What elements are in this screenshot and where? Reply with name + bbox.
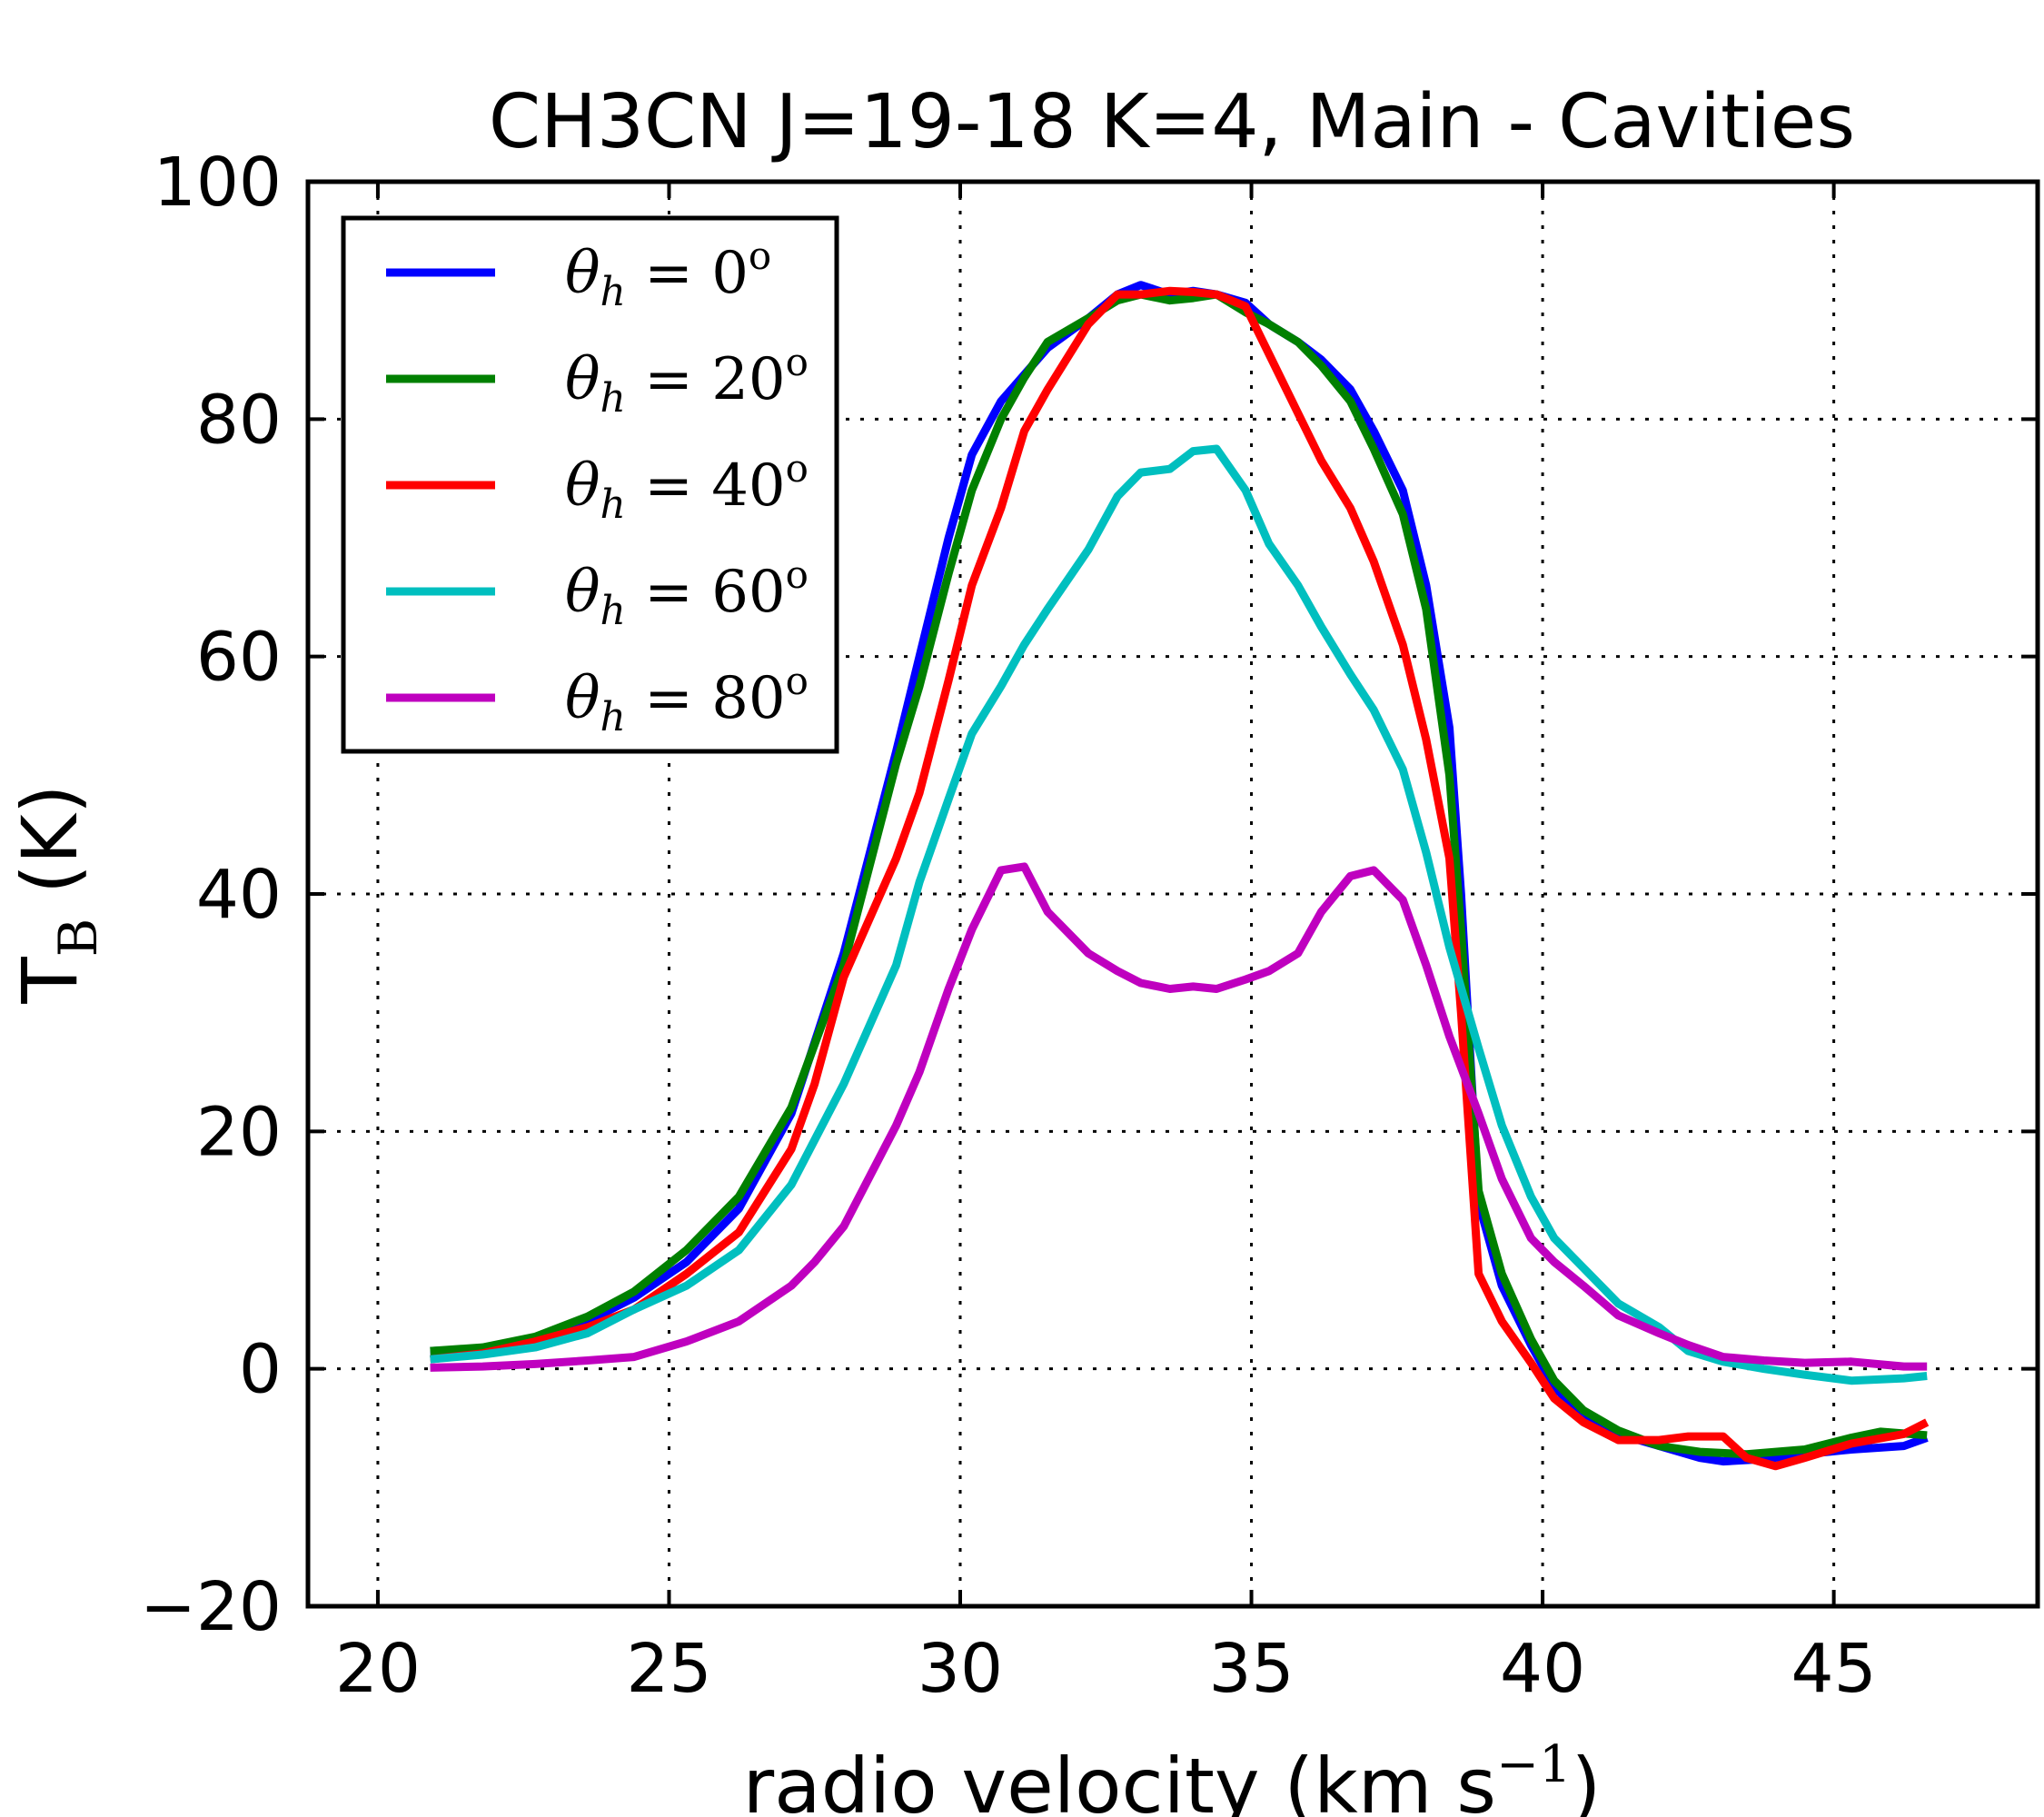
legend-label-part: 0 [711, 240, 749, 307]
series-line-4 [430, 862, 1928, 1372]
y-tick-label: 20 [196, 1093, 282, 1171]
legend-label-part: θ [565, 665, 600, 732]
legend-label-part: θ [565, 452, 600, 520]
x-tick-label: 25 [626, 1630, 711, 1708]
legend-label-part: h [600, 482, 626, 528]
y-tick-label: 80 [196, 381, 282, 459]
legend-label-part: = [626, 452, 711, 520]
legend-label-part: = [626, 665, 711, 732]
legend-label-part: o [786, 659, 809, 703]
x-tick-label: 35 [1208, 1630, 1294, 1708]
tick-labels: 20 25 30 35 40 45 −20 0 20 40 60 80 100 [140, 144, 1877, 1708]
chart-title: CH3CN J=19-18 K=4, Main - Cavities [489, 79, 1855, 165]
legend-label-part: 80 [711, 665, 785, 732]
y-tick-label: 40 [196, 856, 282, 934]
y-tick-label: 100 [154, 144, 282, 222]
legend-label-part: = [626, 559, 711, 626]
legend-label: θh = 0o [565, 233, 771, 315]
x-tick-label: 20 [335, 1630, 421, 1708]
y-axis-label: TB (K) [5, 784, 109, 1004]
legend-label-part: = [626, 240, 711, 307]
legend-label-part: o [786, 552, 809, 597]
y-tick-label: −20 [140, 1568, 282, 1646]
legend-label-part: θ [565, 346, 600, 413]
legend-label-part: θ [565, 240, 600, 307]
x-axis-label-end: ) [1572, 1742, 1602, 1817]
legend-label-part: = [626, 346, 711, 413]
legend-label-part: h [600, 375, 626, 422]
x-tick-label: 45 [1791, 1630, 1877, 1708]
legend-label: θh = 80o [565, 659, 809, 740]
y-tick-label: 60 [196, 619, 282, 697]
legend-label-part: 20 [711, 346, 785, 413]
legend-label-part: h [600, 588, 626, 634]
x-tick-label: 40 [1500, 1630, 1585, 1708]
y-axis-label-end: (K) [5, 784, 94, 918]
legend-label-part: 60 [711, 559, 785, 626]
legend-label-part: o [786, 446, 809, 491]
legend-label-part: h [600, 269, 626, 315]
x-axis-label-main: radio velocity (km s [743, 1742, 1496, 1817]
y-axis-label-main: T [5, 957, 94, 1005]
legend-label: θh = 40o [565, 446, 809, 528]
ticks [308, 180, 2038, 1608]
legend-label-part: θ [565, 559, 600, 626]
series-layer [430, 281, 1930, 1471]
legend-label-part: 40 [711, 452, 785, 520]
legend-label-part: h [600, 694, 626, 740]
legend-label-part: o [749, 233, 771, 278]
series-line-2 [430, 286, 1930, 1471]
series-line-3 [430, 444, 1928, 1385]
x-axis-label-superscript: −1 [1496, 1735, 1572, 1794]
legend-label: θh = 60o [565, 552, 809, 634]
y-axis-label-subscript: B [47, 918, 109, 958]
legend-label: θh = 20o [565, 340, 809, 422]
legend-label-part: o [786, 340, 809, 384]
x-axis-label: radio velocity (km s−1) [743, 1735, 1602, 1817]
y-tick-label: 0 [239, 1331, 282, 1409]
x-tick-label: 30 [918, 1630, 1003, 1708]
